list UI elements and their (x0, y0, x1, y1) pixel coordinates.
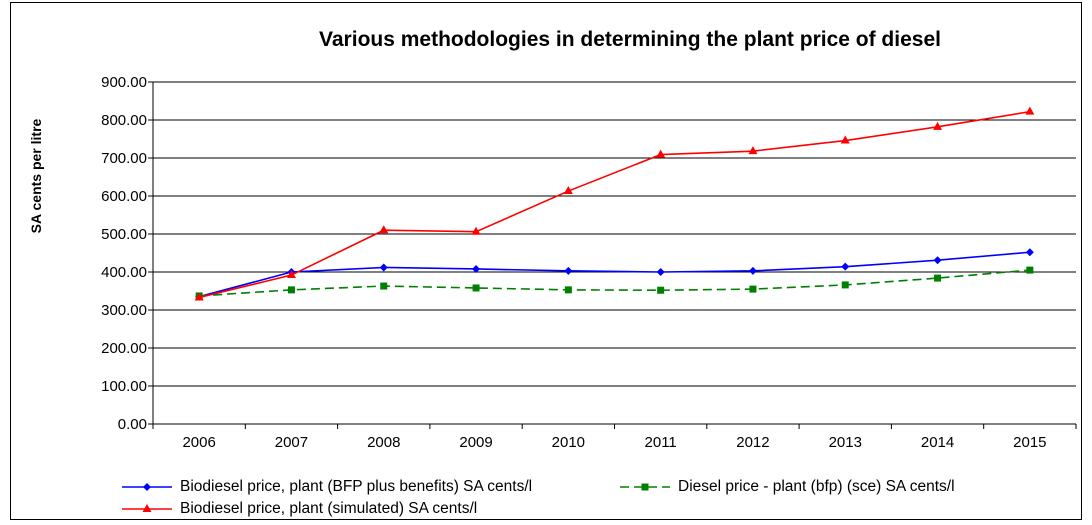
chart-title: Various methodologies in determining the… (319, 28, 941, 51)
data-point-series-3 (379, 225, 389, 234)
x-tick-label: 2015 (1013, 434, 1046, 451)
x-tick-label: 2008 (367, 434, 400, 451)
legend-label: Biodiesel price, plant (simulated) SA ce… (180, 500, 478, 517)
data-point-series-1 (748, 266, 757, 275)
data-point-series-3 (656, 149, 666, 158)
data-point-series-3 (1025, 106, 1035, 115)
data-point-series-1 (472, 264, 481, 273)
data-point-series-2 (472, 284, 480, 292)
x-tick-label: 2006 (182, 434, 215, 451)
x-tick-label: 2012 (736, 434, 769, 451)
legend-symbol-2 (620, 483, 670, 491)
series-line-2 (199, 269, 1030, 297)
data-point-series-1 (379, 263, 388, 272)
y-tick-label: 800.00 (101, 112, 147, 129)
data-point-series-1 (564, 266, 573, 275)
data-point-series-3 (471, 226, 481, 235)
legend-marker (641, 483, 649, 491)
legend-symbol-1 (122, 483, 172, 491)
data-point-series-2 (934, 274, 942, 282)
data-point-series-2 (380, 282, 388, 290)
y-tick-label: 600.00 (101, 188, 147, 205)
data-point-series-2 (749, 285, 757, 293)
y-tick-label: 300.00 (101, 302, 147, 319)
data-point-series-3 (933, 121, 943, 130)
data-point-series-2 (564, 286, 572, 294)
data-point-series-3 (194, 292, 204, 301)
x-tick-label: 2010 (552, 434, 585, 451)
data-point-series-2 (1026, 266, 1034, 274)
data-point-series-2 (287, 286, 295, 294)
data-point-series-2 (841, 281, 849, 289)
series-line-3 (198, 110, 1030, 299)
chart-frame (10, 2, 1082, 520)
legend-marker (143, 483, 151, 491)
legend-label: Biodiesel price, plant (BFP plus benefit… (180, 478, 533, 495)
data-point-series-3 (748, 146, 758, 155)
data-point-series-3 (563, 186, 573, 195)
y-tick-label: 700.00 (101, 150, 147, 167)
data-point-series-2 (657, 286, 665, 294)
x-tick-label: 2013 (829, 434, 862, 451)
y-tick-label: 200.00 (101, 340, 147, 357)
data-point-series-1 (841, 262, 850, 271)
data-point-series-3 (286, 270, 296, 279)
data-point-series-1 (656, 268, 665, 276)
data-point-series-3 (840, 135, 850, 144)
y-tick-label: 100.00 (101, 378, 147, 395)
x-tick-label: 2014 (921, 434, 954, 451)
legend-label: Diesel price - plant (bfp) (sce) SA cent… (678, 478, 955, 495)
legend-symbol-3 (122, 504, 172, 512)
data-point-series-1 (1025, 248, 1034, 257)
series-line-1 (198, 251, 1030, 298)
legend-item-2: Diesel price - plant (bfp) (sce) SA cent… (618, 478, 955, 496)
y-tick-label: 500.00 (101, 226, 147, 243)
legend-marker (142, 504, 152, 512)
legend-item-3: Biodiesel price, plant (simulated) SA ce… (120, 500, 477, 518)
x-tick-label: 2011 (645, 434, 677, 451)
legend: Biodiesel price, plant (BFP plus benefit… (120, 478, 1080, 524)
data-point-series-1 (933, 256, 942, 265)
y-tick-label: 900.00 (101, 74, 147, 91)
y-tick-label: 400.00 (101, 264, 147, 281)
legend-item-1: Biodiesel price, plant (BFP plus benefit… (120, 478, 532, 496)
x-tick-label: 2007 (275, 434, 308, 451)
x-tick-label: 2009 (459, 434, 492, 451)
y-tick-label: 0.00 (118, 416, 147, 433)
